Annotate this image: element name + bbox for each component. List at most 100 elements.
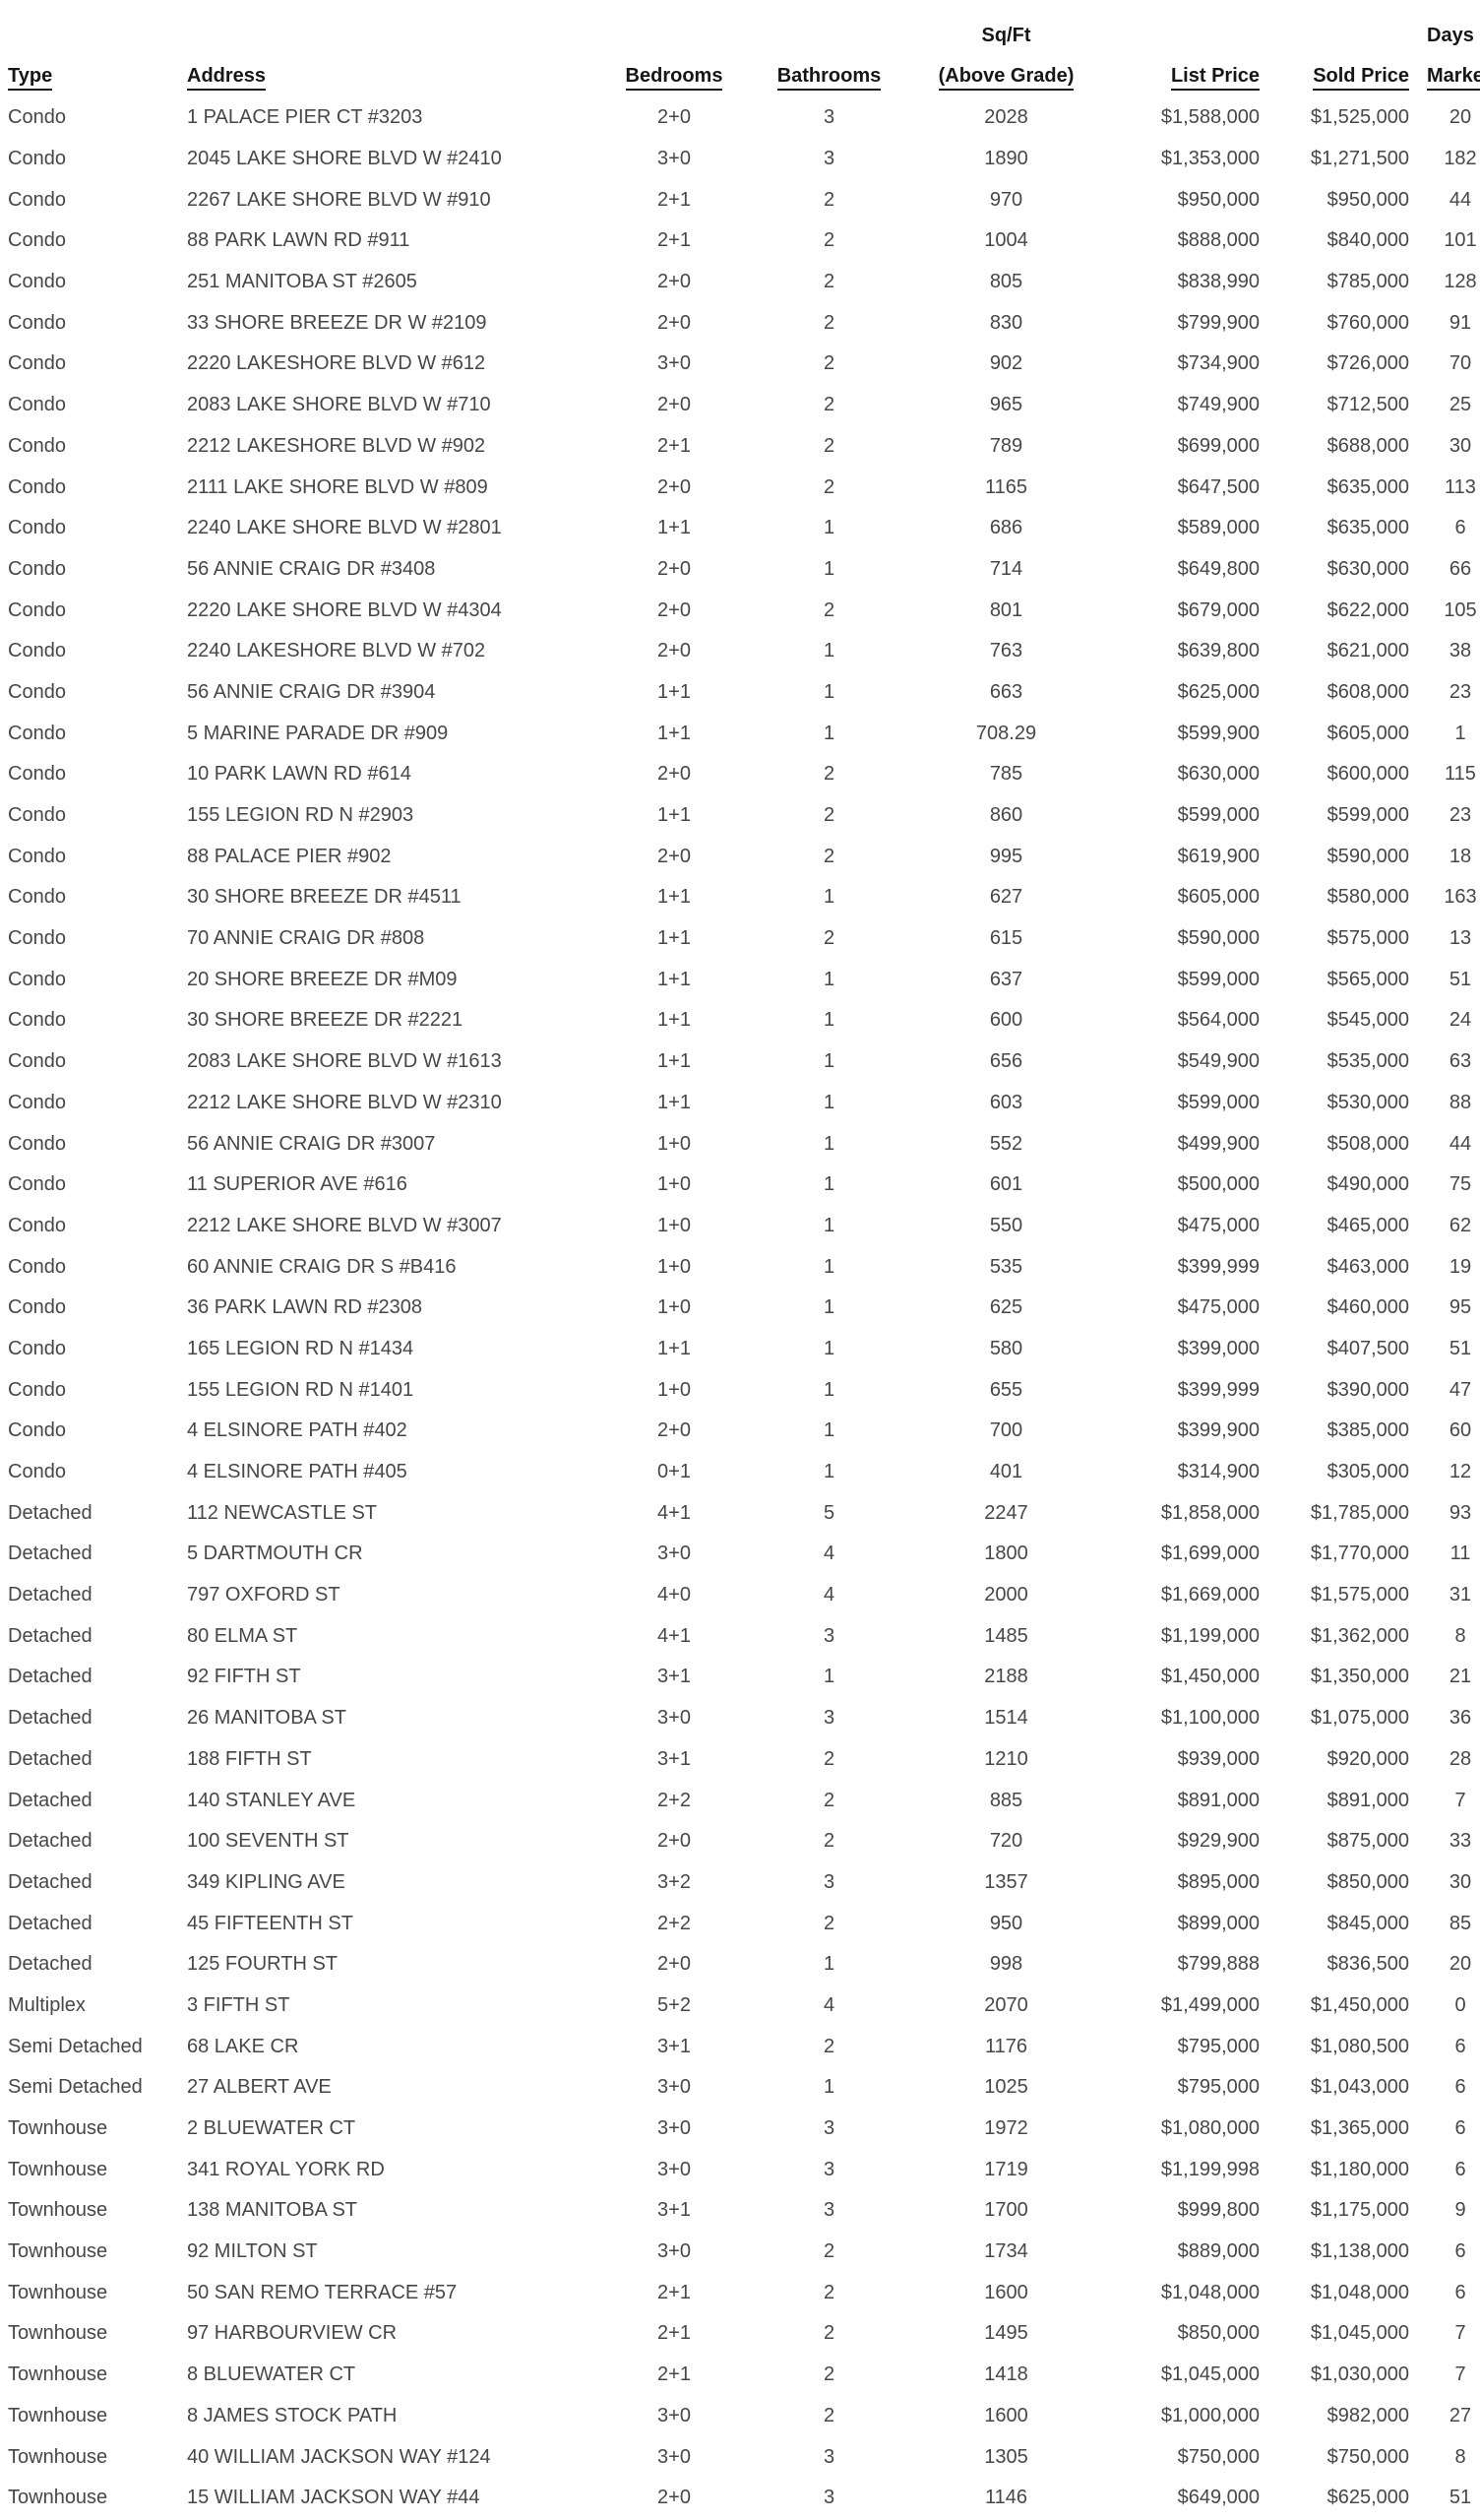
cell-bathrooms: 2 bbox=[823, 2363, 835, 2386]
cell-list-price: $1,353,000 bbox=[1160, 148, 1260, 170]
cell-sqft: 2188 bbox=[984, 1666, 1028, 1688]
cell-bathrooms: 3 bbox=[823, 2117, 835, 2140]
table-row: Condo 2212 LAKE SHORE BLVD W #3007 1+0 1… bbox=[0, 1206, 1480, 1247]
cell-bathrooms: 2 bbox=[823, 1912, 835, 1934]
cell-list-price: $605,000 bbox=[1177, 886, 1260, 909]
cell-sold-price: $580,000 bbox=[1326, 886, 1409, 909]
cell-sqft: 1210 bbox=[984, 1747, 1028, 1770]
cell-sqft: 1700 bbox=[984, 2199, 1028, 2222]
cell-address: 92 FIFTH ST bbox=[187, 1666, 301, 1688]
table-row: Condo 2111 LAKE SHORE BLVD W #809 2+0 2 … bbox=[0, 467, 1480, 508]
cell-sqft: 1176 bbox=[984, 2035, 1027, 2057]
table-row: Condo 155 LEGION RD N #1401 1+0 1 655 $3… bbox=[0, 1369, 1480, 1411]
cell-bathrooms: 3 bbox=[823, 106, 835, 129]
cell-sold-price: $726,000 bbox=[1326, 352, 1409, 375]
column-header-list-price-label: List Price bbox=[1170, 65, 1260, 91]
cell-bedrooms: 1+1 bbox=[657, 927, 691, 950]
cell-days-on-market: 20 bbox=[1449, 106, 1472, 129]
cell-address: 97 HARBOURVIEW CR bbox=[187, 2322, 398, 2345]
cell-bedrooms: 3+2 bbox=[657, 1870, 691, 1893]
cell-bathrooms: 3 bbox=[823, 1870, 835, 1893]
cell-sold-price: $599,000 bbox=[1326, 804, 1409, 827]
cell-sold-price: $508,000 bbox=[1326, 1132, 1409, 1155]
cell-days-on-market: 44 bbox=[1449, 1132, 1472, 1155]
cell-address: 20 SHORE BREEZE DR #M09 bbox=[187, 968, 458, 990]
cell-address: 2 BLUEWATER CT bbox=[187, 2117, 356, 2140]
cell-type: Condo bbox=[8, 148, 66, 170]
cell-bathrooms: 3 bbox=[823, 2487, 835, 2509]
cell-sqft: 1165 bbox=[984, 475, 1027, 498]
cell-sold-price: $1,138,000 bbox=[1310, 2240, 1409, 2263]
cell-sold-price: $1,043,000 bbox=[1310, 2076, 1409, 2099]
cell-list-price: $475,000 bbox=[1177, 1214, 1260, 1236]
table-row: Condo 165 LEGION RD N #1434 1+1 1 580 $3… bbox=[0, 1329, 1480, 1370]
cell-address: 56 ANNIE CRAIG DR #3007 bbox=[187, 1132, 436, 1155]
cell-bathrooms: 2 bbox=[823, 394, 835, 416]
cell-bedrooms: 2+0 bbox=[657, 1953, 691, 1976]
cell-sold-price: $1,075,000 bbox=[1310, 1707, 1409, 1730]
cell-days-on-market: 95 bbox=[1449, 1296, 1472, 1319]
cell-sqft: 995 bbox=[989, 845, 1023, 867]
cell-list-price: $649,000 bbox=[1177, 2487, 1260, 2509]
cell-sqft: 902 bbox=[989, 352, 1023, 375]
cell-type: Condo bbox=[8, 188, 66, 211]
cell-list-price: $1,048,000 bbox=[1160, 2281, 1260, 2303]
cell-address: 8 JAMES STOCK PATH bbox=[187, 2404, 398, 2426]
cell-list-price: $649,800 bbox=[1177, 557, 1260, 580]
cell-bedrooms: 1+1 bbox=[657, 1050, 691, 1073]
cell-sold-price: $1,175,000 bbox=[1310, 2199, 1409, 2222]
cell-bedrooms: 3+1 bbox=[657, 2199, 691, 2222]
table-row: Condo 11 SUPERIOR AVE #616 1+0 1 601 $50… bbox=[0, 1165, 1480, 1206]
cell-sqft: 785 bbox=[989, 763, 1023, 786]
cell-bedrooms: 2+2 bbox=[657, 1789, 691, 1811]
cell-days-on-market: 25 bbox=[1449, 394, 1472, 416]
cell-bathrooms: 1 bbox=[823, 680, 835, 703]
cell-sold-price: $530,000 bbox=[1326, 1091, 1409, 1113]
cell-bedrooms: 0+1 bbox=[657, 1461, 691, 1483]
cell-type: Detached bbox=[8, 1953, 92, 1976]
cell-bathrooms: 2 bbox=[823, 2322, 835, 2345]
cell-list-price: $1,858,000 bbox=[1160, 1501, 1260, 1524]
header-row: Type Address Bedrooms Bathrooms Sq/Ft (A… bbox=[0, 0, 1480, 97]
column-header-sqft: Sq/Ft (Above Grade) bbox=[920, 0, 1092, 97]
cell-sold-price: $1,785,000 bbox=[1310, 1501, 1409, 1524]
cell-address: 56 ANNIE CRAIG DR #3904 bbox=[187, 680, 436, 703]
table-row: Townhouse 8 JAMES STOCK PATH 3+0 2 1600 … bbox=[0, 2396, 1480, 2437]
cell-type: Detached bbox=[8, 1666, 92, 1688]
column-header-days-on-market: Days On Market bbox=[1427, 0, 1480, 97]
cell-sqft: 801 bbox=[989, 598, 1023, 621]
cell-bedrooms: 1+1 bbox=[657, 722, 691, 744]
cell-list-price: $999,800 bbox=[1177, 2199, 1260, 2222]
cell-days-on-market: 91 bbox=[1449, 311, 1472, 334]
cell-days-on-market: 6 bbox=[1454, 2158, 1466, 2180]
cell-list-price: $564,000 bbox=[1177, 1009, 1260, 1032]
cell-sqft: 1600 bbox=[984, 2281, 1028, 2303]
cell-sqft: 714 bbox=[989, 557, 1023, 580]
cell-sold-price: $465,000 bbox=[1326, 1214, 1409, 1236]
table-row: Condo 2240 LAKESHORE BLVD W #702 2+0 1 7… bbox=[0, 631, 1480, 672]
cell-days-on-market: 13 bbox=[1449, 927, 1472, 950]
cell-bathrooms: 2 bbox=[823, 1830, 835, 1853]
cell-address: 2111 LAKE SHORE BLVD W #809 bbox=[187, 475, 488, 498]
table-row: Detached 92 FIFTH ST 3+1 1 2188 $1,450,0… bbox=[0, 1657, 1480, 1698]
cell-sold-price: $565,000 bbox=[1326, 968, 1409, 990]
cell-type: Detached bbox=[8, 1543, 92, 1565]
cell-list-price: $679,000 bbox=[1177, 598, 1260, 621]
cell-type: Condo bbox=[8, 475, 66, 498]
cell-list-price: $838,990 bbox=[1177, 271, 1260, 293]
cell-sqft: 708.29 bbox=[975, 722, 1037, 744]
cell-days-on-market: 33 bbox=[1449, 1830, 1472, 1853]
cell-sold-price: $460,000 bbox=[1326, 1296, 1409, 1319]
cell-bedrooms: 2+0 bbox=[657, 475, 691, 498]
cell-sqft: 700 bbox=[989, 1419, 1023, 1442]
column-header-address: Address bbox=[180, 0, 610, 97]
table-row: Townhouse 15 WILLIAM JACKSON WAY #44 2+0… bbox=[0, 2478, 1480, 2519]
cell-sqft: 1418 bbox=[984, 2363, 1028, 2386]
cell-address: 112 NEWCASTLE ST bbox=[187, 1501, 378, 1524]
table-row: Condo 88 PALACE PIER #902 2+0 2 995 $619… bbox=[0, 836, 1480, 877]
cell-address: 2212 LAKESHORE BLVD W #902 bbox=[187, 434, 486, 457]
column-header-list-price: List Price bbox=[1092, 0, 1264, 97]
cell-type: Townhouse bbox=[8, 2240, 108, 2263]
cell-sqft: 860 bbox=[989, 804, 1023, 827]
cell-sold-price: $635,000 bbox=[1326, 475, 1409, 498]
